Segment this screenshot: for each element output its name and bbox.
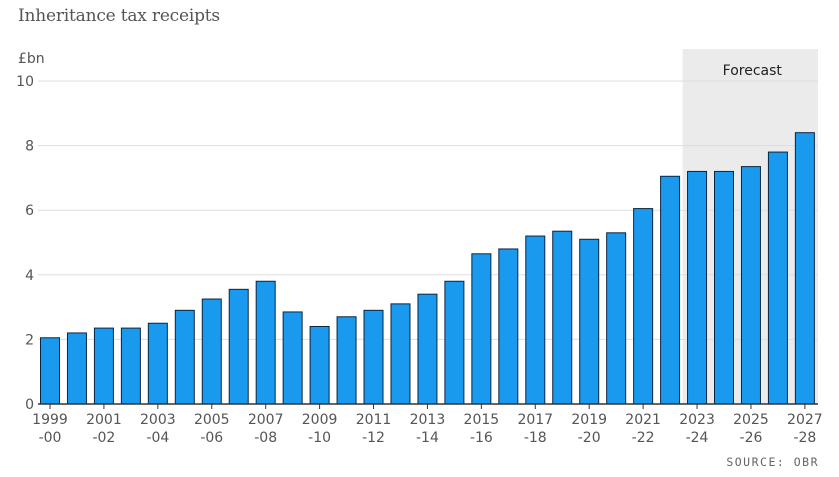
x-tick-label: 2009 xyxy=(302,412,338,428)
bars xyxy=(40,132,815,405)
x-tick-label: 2025 xyxy=(733,412,769,428)
bar-2007-08 xyxy=(255,280,276,405)
x-tick-label: 2007 xyxy=(248,412,284,428)
y-axis-ticks: 0 2 4 6 8 10 xyxy=(16,74,34,413)
bar-2008-09 xyxy=(282,311,303,405)
bar-2003-04 xyxy=(147,322,168,405)
bar-2010-11 xyxy=(336,316,357,405)
x-tick-label: -22 xyxy=(632,430,655,446)
bar-2000-01 xyxy=(66,332,87,405)
x-tick-label: 2019 xyxy=(571,412,607,428)
bar-2020-21 xyxy=(606,232,627,405)
x-tick-label: 2005 xyxy=(194,412,230,428)
bar-2022-23 xyxy=(660,175,681,405)
x-tick-label: 2027 xyxy=(787,412,823,428)
bar-2002-03 xyxy=(120,327,141,405)
x-tick-label: -16 xyxy=(470,430,493,446)
bar-2005-06 xyxy=(201,298,222,405)
bar-1999-00 xyxy=(40,337,60,405)
bar-2026-27 xyxy=(767,151,788,405)
bar-2019-20 xyxy=(579,238,600,405)
x-axis-ticks: 1999 -00 2001 -02 2003 -04 2005 -06 2007 -08 2009 -… xyxy=(32,404,823,446)
forecast-label: Forecast xyxy=(723,63,783,79)
bar-2004-05 xyxy=(174,309,195,405)
y-tick-label: 2 xyxy=(25,332,34,348)
x-tick-label: 2013 xyxy=(410,412,446,428)
x-tick-label: 2015 xyxy=(464,412,500,428)
y-tick-label: 4 xyxy=(25,268,34,284)
y-tick-label: 0 xyxy=(25,397,34,413)
x-tick-label: -00 xyxy=(39,430,62,446)
y-tick-label: 8 xyxy=(25,139,34,155)
x-tick-label: -08 xyxy=(254,430,277,446)
bar-2023-24 xyxy=(687,170,708,405)
bar-2001-02 xyxy=(93,327,114,405)
x-tick-label: -28 xyxy=(793,430,816,446)
bar-2025-26 xyxy=(740,166,761,405)
bar-2006-07 xyxy=(228,288,249,405)
bar-2027-28 xyxy=(794,132,815,405)
chart-title: Inheritance tax receipts xyxy=(18,6,220,26)
y-axis-unit-label: £bn xyxy=(18,51,45,67)
bar-2009-10 xyxy=(309,325,330,405)
bar-2012-13 xyxy=(390,303,411,405)
x-tick-label: -18 xyxy=(524,430,547,446)
x-tick-label: -24 xyxy=(686,430,709,446)
bar-2015-16 xyxy=(471,253,492,405)
x-tick-label: 2023 xyxy=(679,412,715,428)
y-tick-label: 10 xyxy=(16,74,34,90)
x-tick-label: 2017 xyxy=(517,412,553,428)
x-tick-label: 2021 xyxy=(625,412,661,428)
bar-2017-18 xyxy=(525,235,546,405)
x-tick-label: -04 xyxy=(146,430,169,446)
y-tick-label: 6 xyxy=(25,203,34,219)
x-tick-label: -02 xyxy=(92,430,115,446)
bar-2021-22 xyxy=(633,208,654,405)
source-note: SOURCE: OBR xyxy=(726,455,819,469)
x-tick-label: 2003 xyxy=(140,412,176,428)
x-tick-label: -12 xyxy=(362,430,385,446)
bar-2024-25 xyxy=(714,170,734,405)
bar-2011-12 xyxy=(363,309,384,405)
x-tick-label: -20 xyxy=(578,430,601,446)
x-tick-label: 1999 xyxy=(32,412,68,428)
bar-2018-19 xyxy=(552,230,573,405)
x-tick-label: -10 xyxy=(308,430,331,446)
x-tick-label: -26 xyxy=(740,430,763,446)
bar-2016-17 xyxy=(498,248,519,405)
x-tick-label: 2011 xyxy=(356,412,392,428)
x-tick-label: 2001 xyxy=(86,412,122,428)
bar-2014-15 xyxy=(444,280,465,405)
x-tick-label: -06 xyxy=(200,430,223,446)
bar-2013-14 xyxy=(417,293,438,405)
x-tick-label: -14 xyxy=(416,430,439,446)
